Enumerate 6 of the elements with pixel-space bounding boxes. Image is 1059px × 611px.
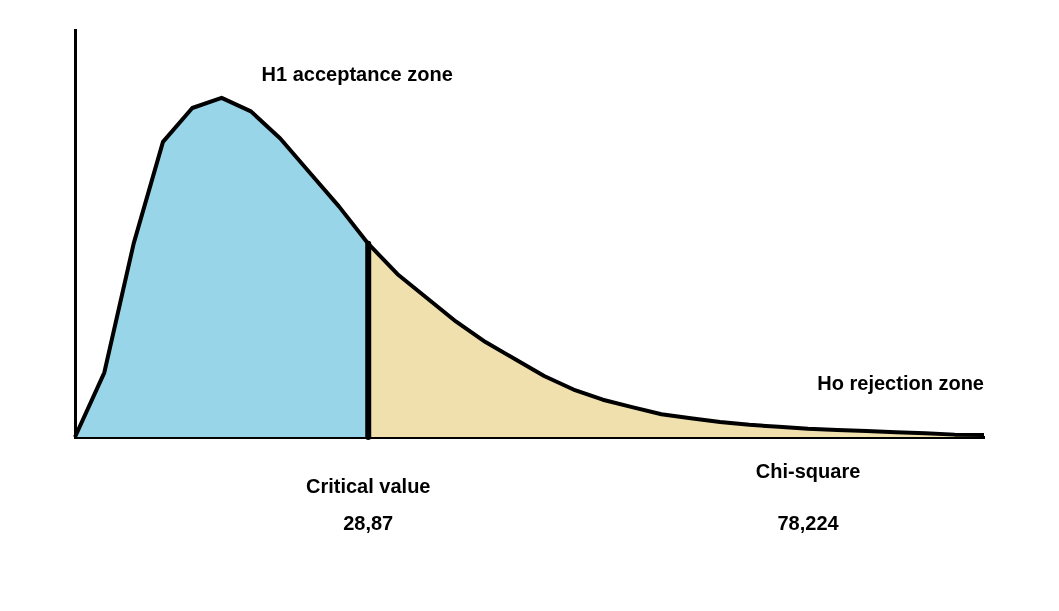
series-label: H1 acceptance zone (261, 63, 453, 86)
x-tick-label: 28,87 (343, 511, 394, 534)
text: Chi-square (755, 459, 861, 482)
x-tick-label: 78,224 (777, 511, 840, 534)
series-label: Ho rejection zone (817, 372, 984, 395)
ref-line-label: Critical value (305, 474, 431, 497)
